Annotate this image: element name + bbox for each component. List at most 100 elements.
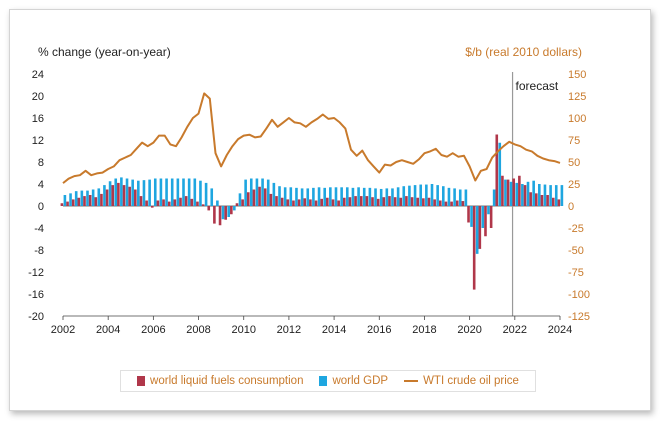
gdp-bar: [148, 179, 151, 206]
gdp-bar: [447, 187, 451, 206]
gdp-bar: [481, 206, 485, 228]
legend-swatch-oil: [404, 380, 419, 382]
consumption-bar: [258, 186, 261, 206]
gdp-bar: [498, 142, 502, 206]
gdp-bar: [357, 187, 360, 206]
y-right-tick-label: -50: [568, 245, 584, 257]
y-right-tick-label: -125: [568, 311, 590, 323]
gdp-bar: [306, 188, 310, 206]
consumption-bar: [512, 178, 516, 206]
consumption-bar: [145, 200, 148, 206]
gdp-bar: [187, 178, 191, 206]
y-left-tick-label: 8: [38, 157, 44, 169]
consumption-bar: [472, 206, 476, 290]
consumption-bar: [111, 185, 115, 206]
consumption-bar: [213, 206, 216, 224]
gdp-bar: [458, 189, 462, 206]
gdp-bar: [549, 185, 552, 206]
gdp-bar: [91, 189, 95, 206]
y-left-tick-label: -12: [28, 267, 44, 279]
y-right-tick-label: 100: [568, 113, 586, 125]
y-left-tick-label: 24: [32, 69, 44, 81]
legend-label: world liquid fuels consumption: [150, 375, 304, 387]
consumption-bar: [196, 201, 199, 206]
left-axis-label: % change (year-on-year): [38, 45, 171, 59]
consumption-bar: [179, 197, 182, 206]
x-tick-label: 2002: [51, 324, 75, 336]
gdp-bar: [504, 179, 507, 206]
gdp-bars: [63, 142, 564, 254]
y-right-tick-label: -100: [568, 289, 590, 301]
consumption-bar: [173, 199, 177, 206]
x-tick-label: 2014: [322, 324, 346, 336]
gdp-bar: [103, 185, 106, 206]
chart-frame: 24 20 16 12 8 4 0 -4 -8 -12 -16 -20 150 125 100 75 50 25 0…: [9, 9, 651, 411]
legend-swatch-consumption: [137, 376, 146, 386]
consumption-bar: [105, 189, 109, 206]
consumption-bar: [230, 206, 233, 215]
gdp-bar: [345, 187, 349, 206]
consumption-bar: [388, 196, 391, 206]
gdp-bar: [74, 191, 78, 206]
consumption-bar: [162, 199, 165, 206]
consumption-bar: [484, 206, 487, 237]
consumption-bar: [71, 199, 75, 206]
gdp-bar: [97, 188, 101, 206]
consumption-bar: [156, 200, 160, 206]
y-left-tick-label: 4: [38, 179, 44, 191]
gdp-bar: [543, 184, 547, 206]
consumption-bar: [201, 204, 205, 206]
gdp-bar: [538, 184, 541, 206]
consumption-bar: [326, 197, 329, 206]
y-right-tick-label: 0: [568, 201, 574, 213]
consumption-bar: [128, 186, 131, 206]
consumption-bar: [275, 196, 278, 206]
gdp-bar: [80, 190, 84, 206]
consumption-bar: [410, 197, 414, 206]
consumption-bar: [529, 192, 532, 206]
consumption-bar: [139, 196, 143, 206]
y-right-tick-label: 125: [568, 91, 586, 103]
consumption-bar: [167, 201, 171, 206]
gdp-bar: [131, 179, 134, 206]
consumption-bar: [399, 197, 403, 206]
consumption-bar: [117, 182, 120, 206]
y-left-tick-label: 16: [32, 113, 44, 125]
gdp-bar: [385, 188, 389, 206]
gdp-bar: [249, 178, 253, 206]
consumption-bar: [66, 201, 69, 206]
gdp-bar: [86, 190, 89, 206]
legend-label: world GDP: [332, 375, 389, 387]
consumption-bar: [314, 200, 318, 206]
consumption-bar: [150, 206, 154, 208]
gdp-bar: [255, 178, 259, 206]
consumption-bar: [60, 203, 64, 206]
consumption-bar: [506, 179, 510, 206]
gdp-bar: [391, 188, 394, 206]
consumption-bar: [309, 199, 312, 206]
gdp-bar: [153, 178, 157, 206]
consumption-bar: [393, 197, 397, 206]
consumption-bar: [551, 197, 555, 206]
gdp-bar: [492, 189, 496, 206]
consumption-bar: [184, 196, 188, 206]
y-right-tick-label: 50: [568, 157, 580, 169]
consumption-bar: [422, 198, 425, 206]
gdp-bar: [210, 188, 214, 206]
gdp-bar: [526, 181, 530, 206]
consumption-bar: [297, 199, 301, 206]
gdp-bar: [63, 195, 67, 206]
y-left-tick-label: 12: [32, 135, 44, 147]
axes: 24201612840-4-8-12-16-201501251007550250…: [28, 69, 590, 336]
gdp-bar: [170, 178, 174, 206]
y-left-tick-label: 20: [32, 91, 44, 103]
right-axis-label: $/b (real 2010 dollars): [465, 45, 582, 59]
gdp-bar: [396, 187, 400, 206]
legend-item-consumption: world liquid fuels consumption: [137, 375, 303, 387]
gdp-bar: [244, 179, 247, 206]
y-left-tick-label: -20: [28, 311, 44, 323]
gdp-bar: [379, 188, 383, 206]
gdp-bar: [165, 178, 168, 206]
consumption-bar: [292, 200, 295, 206]
gdp-bar: [362, 187, 366, 206]
